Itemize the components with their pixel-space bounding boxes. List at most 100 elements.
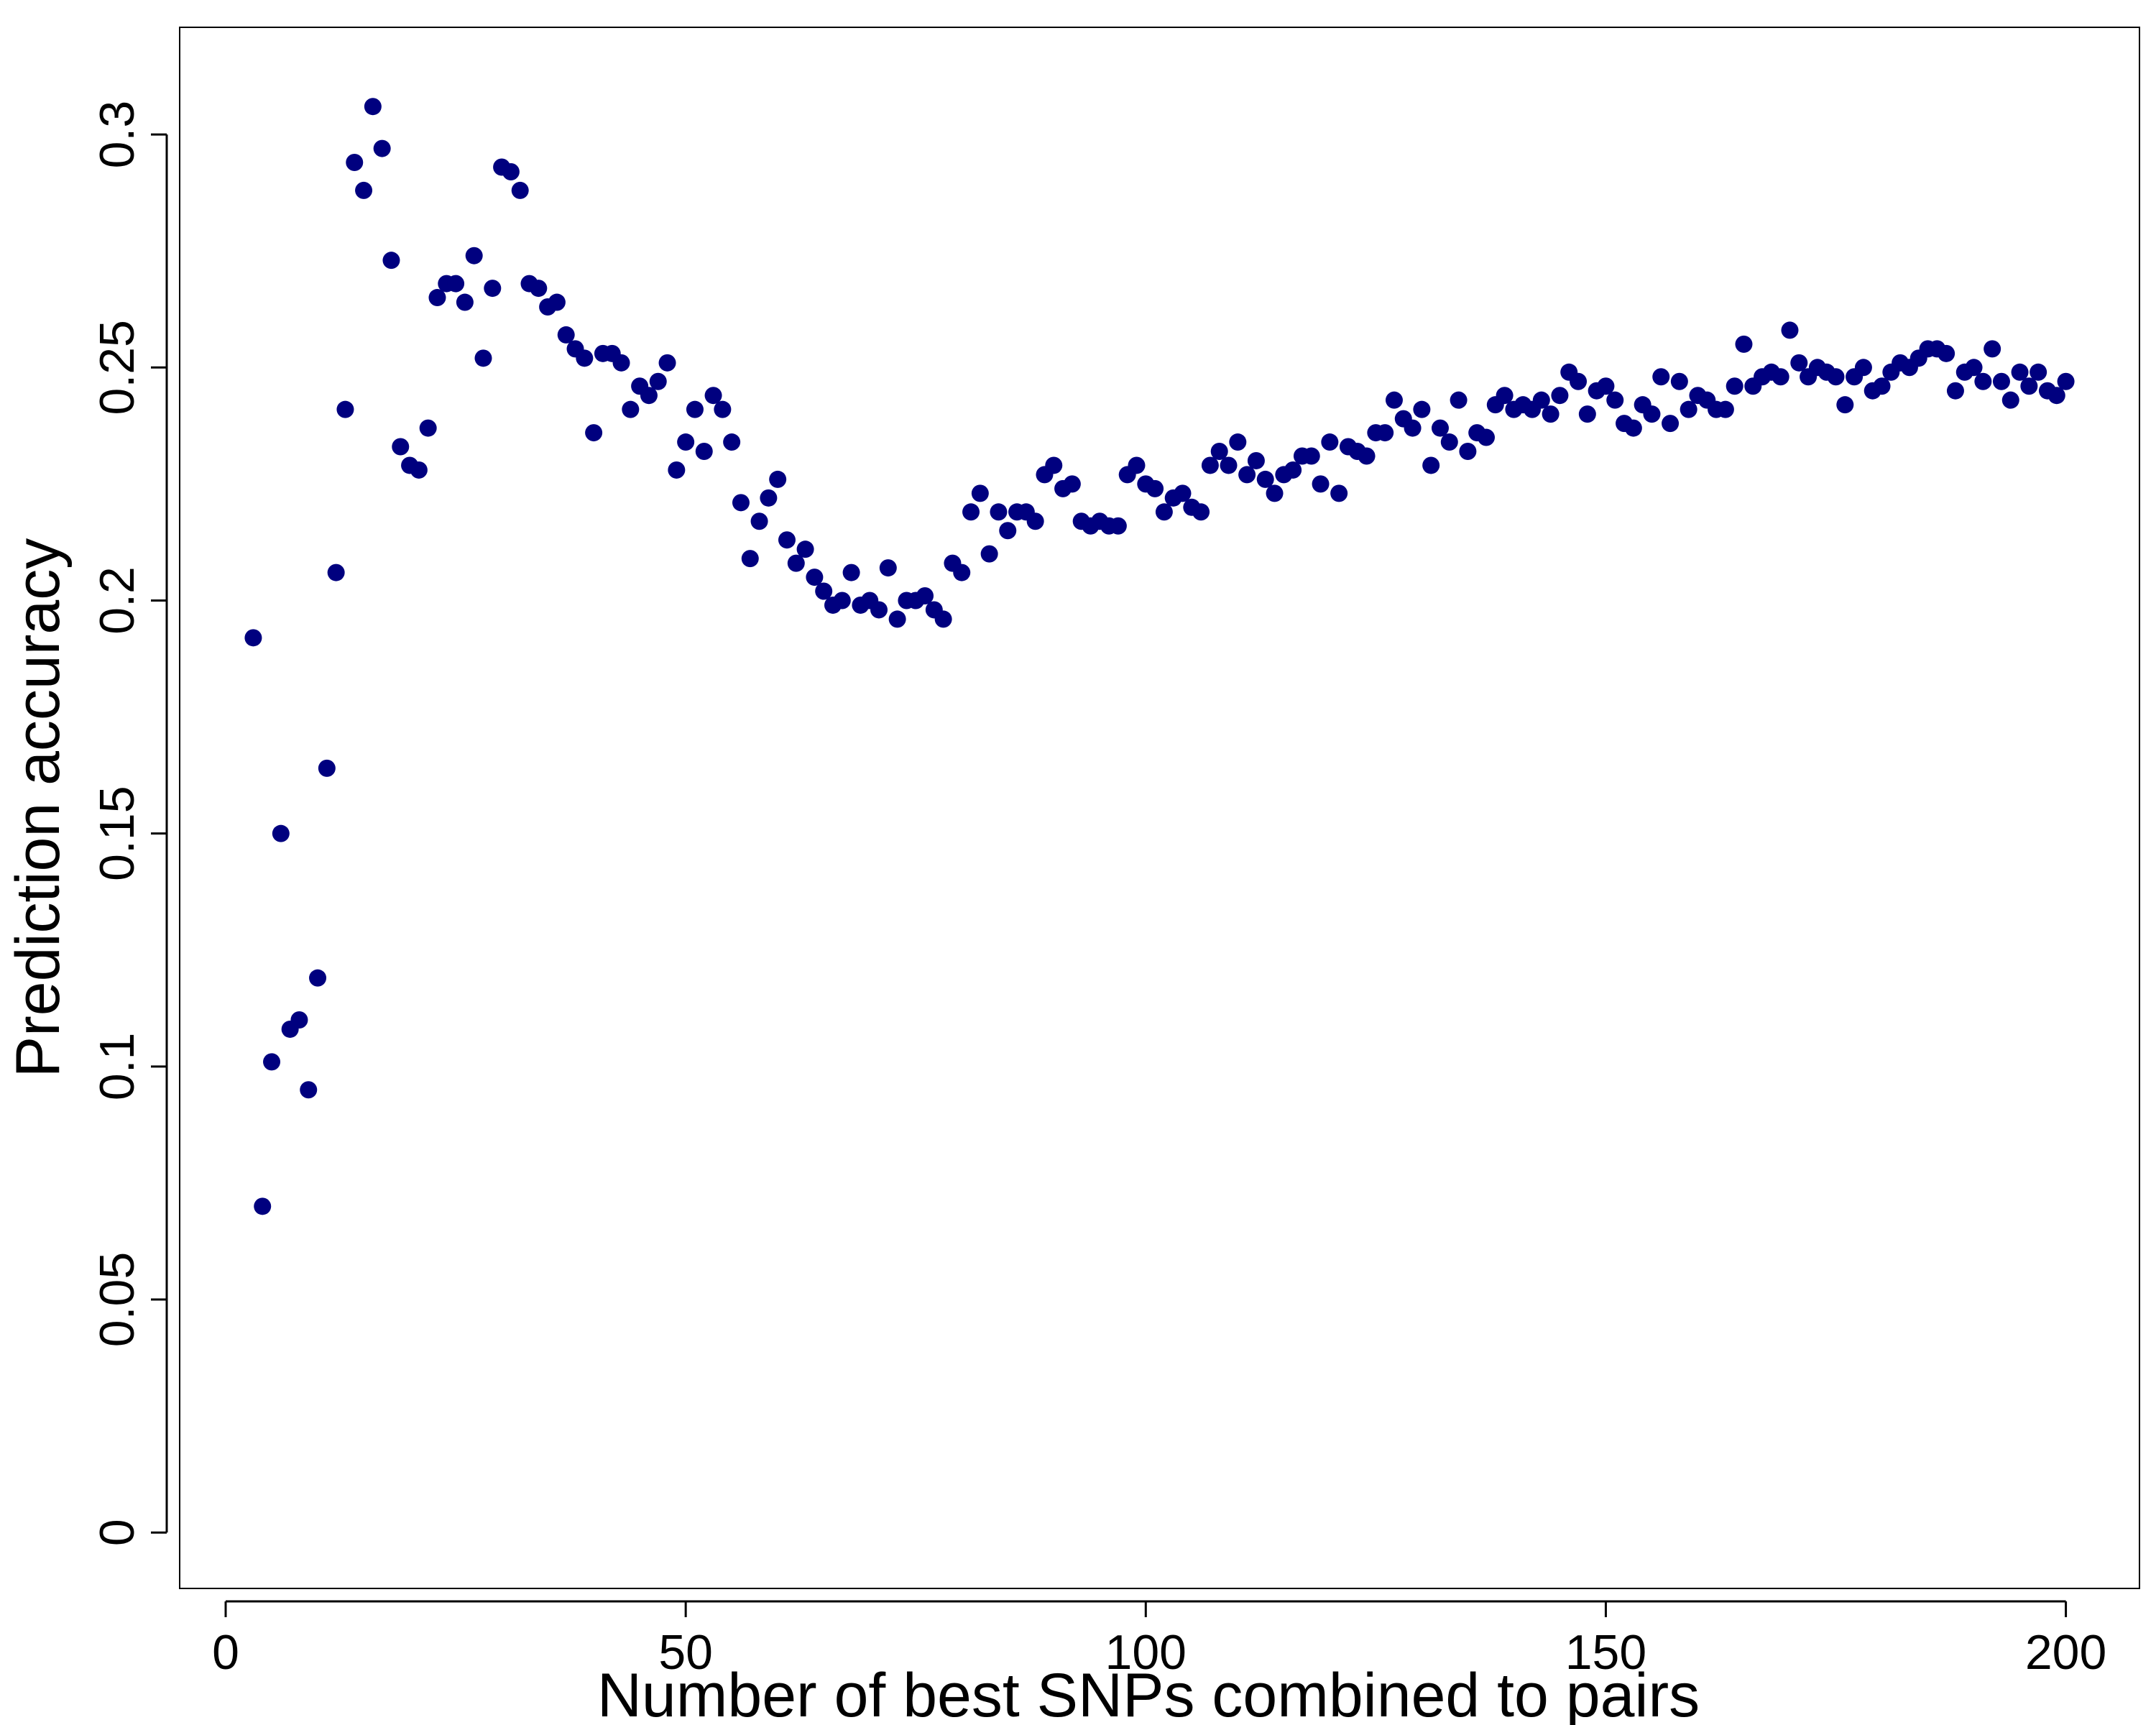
- data-point: [1155, 503, 1173, 521]
- data-point: [1854, 359, 1872, 377]
- y-tick-label: 0.05: [90, 1252, 144, 1347]
- data-point: [309, 969, 327, 987]
- data-point: [2001, 391, 2019, 409]
- data-point: [1210, 443, 1228, 461]
- data-point: [2047, 387, 2065, 405]
- data-point: [695, 443, 713, 461]
- y-tick-label: 0.3: [90, 101, 144, 169]
- data-point: [1413, 400, 1431, 418]
- data-point: [668, 461, 686, 479]
- data-point: [456, 293, 474, 311]
- data-point: [1578, 405, 1596, 423]
- data-point: [502, 162, 520, 180]
- data-point: [346, 154, 364, 172]
- x-tick-label: 100: [1105, 1625, 1187, 1680]
- y-tick-label: 0.2: [90, 566, 144, 635]
- y-tick-label: 0.1: [90, 1033, 144, 1101]
- data-point: [723, 433, 741, 451]
- data-point: [244, 629, 262, 647]
- data-point: [750, 512, 768, 530]
- data-point: [1385, 391, 1403, 409]
- data-point: [888, 610, 906, 628]
- data-point: [1026, 512, 1044, 530]
- data-point: [640, 387, 658, 405]
- data-point: [953, 564, 971, 581]
- data-point: [1781, 321, 1799, 339]
- data-point: [336, 400, 354, 418]
- data-point: [1670, 372, 1688, 390]
- data-point: [1330, 484, 1348, 502]
- data-point: [2011, 363, 2029, 381]
- y-tick-label: 0.15: [90, 786, 144, 880]
- data-point: [870, 601, 888, 619]
- data-point: [934, 610, 952, 628]
- data-point: [649, 372, 667, 390]
- data-point: [714, 400, 732, 418]
- data-point: [2057, 372, 2075, 390]
- data-point: [1836, 396, 1854, 414]
- data-point: [557, 326, 575, 344]
- x-tick-label: 50: [658, 1625, 713, 1680]
- data-point: [1312, 475, 1330, 493]
- data-point: [1790, 354, 1808, 372]
- data-point: [815, 582, 833, 600]
- data-point: [677, 433, 695, 451]
- data-point: [990, 503, 1008, 521]
- data-point: [980, 545, 998, 563]
- x-tick-label: 200: [2025, 1625, 2106, 1680]
- data-point: [879, 559, 897, 577]
- data-point: [787, 554, 805, 572]
- data-point: [1974, 372, 1992, 390]
- plot-frame: [179, 27, 2140, 1589]
- data-point: [1220, 456, 1238, 474]
- data-point: [465, 247, 483, 264]
- data-point: [1109, 517, 1127, 535]
- data-point: [999, 522, 1017, 540]
- data-point: [1302, 447, 1320, 465]
- data-point: [1772, 368, 1789, 386]
- data-point: [1450, 391, 1468, 409]
- data-point: [1440, 433, 1458, 451]
- data-point: [263, 1053, 281, 1071]
- x-axis: 0 50 100 150 200: [212, 1600, 2106, 1680]
- data-point: [300, 1081, 318, 1099]
- x-axis-title: Number of best SNPs combined to pairs: [597, 1661, 1700, 1725]
- data-point: [1284, 461, 1302, 479]
- data-point: [971, 484, 989, 502]
- data-point: [1606, 391, 1624, 409]
- data-point: [1238, 466, 1256, 484]
- data-point: [1624, 419, 1642, 437]
- data-point: [410, 461, 428, 479]
- data-point: [778, 531, 796, 549]
- data-point: [1965, 359, 1983, 377]
- data-point: [1496, 387, 1514, 405]
- data-point: [1597, 377, 1615, 395]
- data-point: [962, 503, 980, 521]
- data-point: [612, 354, 630, 372]
- data-point: [447, 275, 465, 293]
- data-point: [741, 550, 759, 568]
- data-point: [1063, 475, 1081, 493]
- data-point: [428, 289, 446, 307]
- data-point: [530, 280, 548, 298]
- data-point: [1478, 428, 1495, 446]
- data-point: [1256, 470, 1274, 488]
- data-point: [1542, 405, 1560, 423]
- data-point: [548, 293, 566, 311]
- data-point: [1174, 484, 1192, 502]
- data-point: [1229, 433, 1247, 451]
- data-point: [1376, 424, 1394, 442]
- data-point: [2030, 363, 2047, 381]
- data-point: [585, 424, 603, 442]
- data-point: [1192, 503, 1210, 521]
- data-point: [1680, 400, 1697, 418]
- data-point: [382, 252, 400, 270]
- data-point: [1652, 368, 1670, 386]
- data-point: [622, 400, 640, 418]
- data-point: [1643, 405, 1661, 423]
- data-point: [1716, 400, 1734, 418]
- y-axis-title: Prediction accuracy: [4, 538, 73, 1077]
- data-point: [1827, 368, 1845, 386]
- data-point: [254, 1197, 272, 1215]
- data-point: [364, 98, 382, 116]
